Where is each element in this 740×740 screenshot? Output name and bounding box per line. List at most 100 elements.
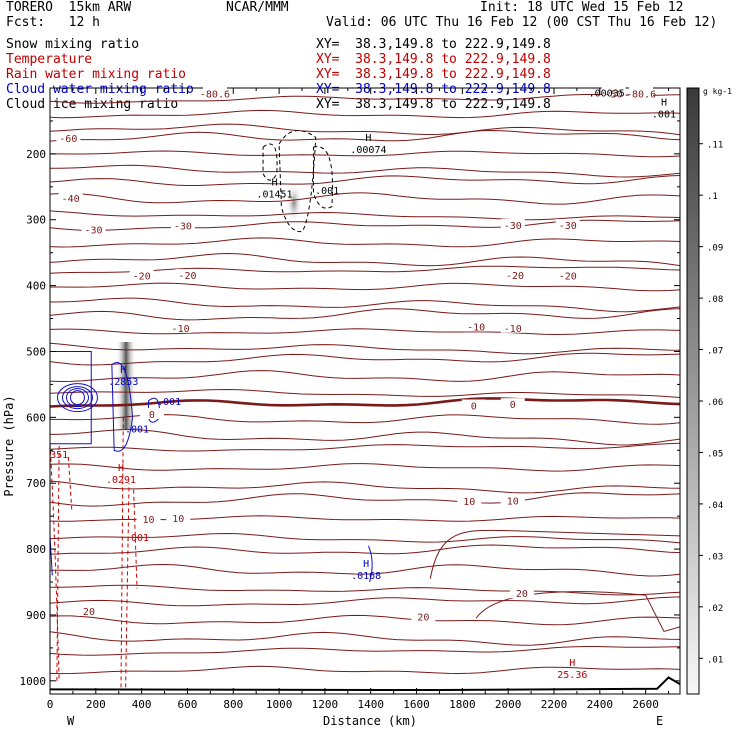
temp-label: -80.6 <box>200 89 230 100</box>
terrain-surface <box>49 676 681 692</box>
temp-isotherm <box>50 492 680 507</box>
temp-label: -50 <box>605 89 623 100</box>
cloud-water-contours <box>50 350 373 583</box>
temp-label-bg <box>509 587 534 599</box>
cloud-water-contour <box>111 362 133 452</box>
extremum-value: .2853 <box>108 377 138 388</box>
temp-label: 10 <box>172 514 184 525</box>
temp-label: -20 <box>178 271 196 282</box>
temp-isotherm <box>50 175 680 186</box>
temp-label: 20 <box>417 612 429 623</box>
field-label-temperature: Temperature <box>6 52 93 67</box>
colorbar-tick-label: .09 <box>707 244 723 254</box>
field-xsect-rain: XY= 38.3,149.8 to 222.9,149.8 <box>316 67 551 82</box>
temp-label-bg <box>168 321 193 333</box>
rain-contour <box>56 443 60 681</box>
y-axis-label: Pressure (hPa) <box>2 395 16 496</box>
cloud-water-contour <box>61 386 93 410</box>
temp-isotherm <box>50 631 680 646</box>
cloud-water-contour <box>65 388 89 408</box>
extremum-value: .0291 <box>106 475 136 486</box>
colorbar-tick-label: .1 <box>707 192 718 202</box>
x-tick-label-2000: 2000 <box>495 698 522 711</box>
temp-isotherm <box>50 665 680 675</box>
temp-label-bg <box>464 320 489 332</box>
x-tick-label-400: 400 <box>132 698 152 711</box>
temp-isotherm <box>50 463 680 472</box>
temp-label: 20 <box>516 589 528 600</box>
colorbar-tick-label: .02 <box>707 604 723 614</box>
extremum-value: .0168 <box>351 571 381 582</box>
y-tick-label-200: 200 <box>26 148 46 161</box>
colorbar-tick-label: .08 <box>707 295 723 305</box>
temp-isotherm <box>50 94 680 104</box>
temp-isotherm <box>50 646 680 656</box>
x-tick-label-600: 600 <box>178 698 198 711</box>
temp-label-bg <box>58 192 83 204</box>
temp-isotherm <box>50 532 680 544</box>
colorbar-ramp <box>686 87 700 695</box>
temp-isotherm <box>50 308 680 321</box>
temp-label: -20 <box>133 272 151 283</box>
temp-label: -10 <box>172 324 190 335</box>
temp-isotherm <box>50 297 680 313</box>
colorbar-tick-label: .07 <box>707 347 723 357</box>
temp-isotherm <box>50 219 680 231</box>
cloud-ice-contour <box>312 146 333 209</box>
temp-isotherm <box>50 282 680 292</box>
field-xsect-snow: XY= 38.3,149.8 to 222.9,149.8 <box>316 37 551 52</box>
plot-frame <box>49 87 681 695</box>
temp-label-bg <box>136 512 161 524</box>
temp-label-bg <box>461 399 486 411</box>
temp-label: 20 <box>83 607 95 618</box>
contour-labels: -80.6 -80.6 -60 -50 -40 -30 -30 -30 -30 -20 -20 -20… <box>50 87 676 681</box>
temp-isotherm <box>50 563 680 577</box>
extremum-value: .001 <box>652 110 676 121</box>
field-label-snow: Snow mixing ratio <box>6 37 140 52</box>
temp-label-bg <box>629 87 654 99</box>
temp-label: 10 <box>463 497 475 508</box>
x-tick-label-200: 200 <box>86 698 106 711</box>
temp-isotherm <box>50 397 680 408</box>
temp-label-bg <box>202 87 227 99</box>
temp-isotherm <box>50 109 680 119</box>
temp-isotherm <box>429 529 680 579</box>
temp-label-bg <box>500 219 525 231</box>
temp-label: -30 <box>84 226 102 237</box>
cloud-water-contour <box>56 383 98 413</box>
cloud-water-contour <box>50 350 92 445</box>
extremum-value: .001 <box>157 397 181 408</box>
x-tick-label-800: 800 <box>223 698 243 711</box>
field-label-rain: Rain water mixing ratio <box>6 67 187 82</box>
temp-isotherm <box>50 429 680 446</box>
field-xsect-temperature: XY= 38.3,149.8 to 222.9,149.8 <box>316 52 551 67</box>
temp-isotherm <box>50 252 680 267</box>
extremum-mark: H <box>661 98 667 109</box>
temp-label-bg <box>457 495 482 507</box>
field-label-cloud-water: Cloud water mixing ratio <box>6 82 194 97</box>
temp-isotherm <box>50 480 680 494</box>
temp-label: -10 <box>467 322 485 333</box>
colorbar-tick-label: .03 <box>707 552 723 562</box>
axes: 0 200 400 600 800 1000 1200 1400 1600 1800 2000 220… <box>20 88 680 711</box>
temp-label: -30 <box>504 221 522 232</box>
temp-label-bg <box>500 398 525 410</box>
extremum-value: .00035 <box>589 89 625 100</box>
y-tick-label-800: 800 <box>26 543 46 556</box>
y-tick-label-1000: 1000 <box>20 675 47 688</box>
extremum-value: .001 <box>315 186 339 197</box>
snow-shading <box>116 183 302 430</box>
temp-isotherm <box>50 150 680 158</box>
extremum-value: .01451 <box>256 189 292 200</box>
extremum-value: .00074 <box>350 145 386 156</box>
x-tick-label-2200: 2200 <box>541 698 568 711</box>
x-tick-label-2400: 2400 <box>587 698 614 711</box>
extremum-mark: H <box>363 559 369 570</box>
colorbar: .01 .02 .03 .04 .05 .06 .07 .08 .09 .1 .11 g kg-1 <box>686 87 732 695</box>
x-tick-label-1800: 1800 <box>449 698 476 711</box>
temp-isotherm <box>50 596 680 607</box>
init-time: Init: 18 UTC Wed 15 Feb 12 <box>480 0 684 15</box>
temperature-contours <box>50 94 680 675</box>
temp-label-bg <box>503 269 528 281</box>
